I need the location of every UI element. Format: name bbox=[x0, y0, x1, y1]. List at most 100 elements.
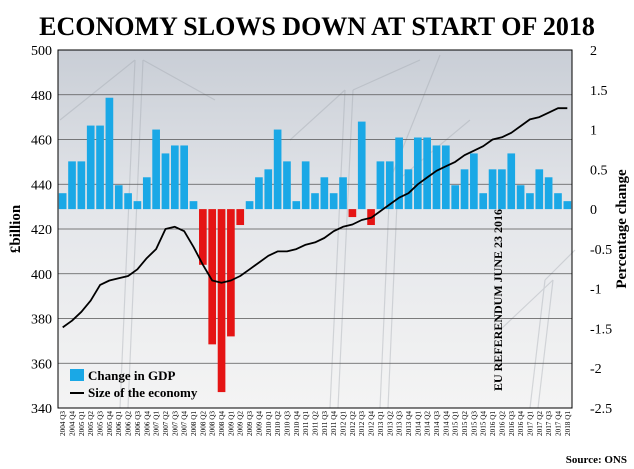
x-tick-label: 2016 Q4 bbox=[517, 411, 525, 436]
x-tick-label: 2011 Q4 bbox=[330, 411, 338, 436]
bar-2005-q4 bbox=[105, 97, 114, 210]
bar-2010-q1 bbox=[264, 169, 273, 210]
right-tick-label: 2 bbox=[590, 44, 597, 59]
x-tick-label: 2016 Q3 bbox=[508, 411, 516, 436]
x-tick-label: 2004 Q3 bbox=[59, 411, 67, 436]
right-axis: -2.5 -2 -1.5 -1 -0.5 0 0.5 1 1.5 2 bbox=[590, 44, 612, 417]
bar-2017-q4 bbox=[554, 193, 562, 210]
x-tick-label: 2010 Q3 bbox=[283, 411, 291, 436]
x-tick-label: 2011 Q3 bbox=[321, 411, 329, 436]
x-tick-label: 2009 Q1 bbox=[227, 411, 235, 436]
x-tick-label: 2016 Q1 bbox=[489, 411, 497, 436]
bar-2015-q2 bbox=[460, 169, 469, 210]
x-tick-label: 2007 Q4 bbox=[181, 411, 189, 436]
x-tick-label: 2009 Q4 bbox=[255, 411, 263, 436]
x-tick-label: 2013 Q1 bbox=[377, 411, 385, 436]
x-tick-label: 2005 Q2 bbox=[87, 411, 95, 436]
bar-2011-q4 bbox=[329, 193, 338, 210]
x-tick-label: 2005 Q4 bbox=[106, 411, 114, 436]
bar-2011-q2 bbox=[311, 193, 319, 210]
bar-2014-q1 bbox=[413, 137, 422, 210]
bar-2008-q1 bbox=[189, 201, 198, 210]
x-tick-label: 2015 Q1 bbox=[452, 411, 460, 436]
right-tick-label: 0.5 bbox=[590, 163, 608, 178]
x-tick-label: 2006 Q2 bbox=[125, 411, 133, 436]
bar-2012-q2 bbox=[348, 209, 357, 218]
left-axis-label: £billion bbox=[8, 204, 24, 253]
bar-2014-q4 bbox=[442, 145, 450, 210]
left-tick-label: 460 bbox=[31, 134, 52, 149]
right-tick-label: 1 bbox=[590, 124, 597, 139]
x-axis: 2004 Q3 2004 Q4 2005 Q1 2005 Q2 2005 Q3 2005 … bbox=[59, 411, 572, 436]
bar-2005-q3 bbox=[96, 125, 104, 210]
bar-2012-q3 bbox=[357, 121, 366, 210]
bar-2008-q4 bbox=[217, 209, 226, 393]
bar-series-change-in-gdp bbox=[58, 97, 572, 393]
x-tick-label: 2012 Q4 bbox=[368, 411, 376, 436]
gdp-size-line bbox=[62, 107, 568, 329]
bar-2006-q4 bbox=[142, 177, 151, 210]
x-tick-label: 2013 Q2 bbox=[386, 411, 394, 436]
left-tick-label: 400 bbox=[31, 268, 52, 283]
left-axis: 340 360 380 400 420 440 460 480 500 bbox=[31, 44, 52, 417]
source-note: Source: ONS bbox=[566, 454, 627, 466]
x-tick-label: 2006 Q4 bbox=[143, 411, 151, 436]
x-tick-label: 2012 Q2 bbox=[349, 411, 357, 436]
left-tick-label: 480 bbox=[31, 89, 52, 104]
x-tick-label: 2012 Q1 bbox=[340, 411, 348, 436]
x-tick-label: 2007 Q1 bbox=[153, 411, 161, 436]
x-tick-label: 2017 Q3 bbox=[545, 411, 553, 436]
bar-2011-q1 bbox=[301, 161, 310, 210]
right-tick-label: -2 bbox=[590, 362, 602, 377]
legend-bar-swatch bbox=[70, 369, 84, 381]
left-tick-label: 340 bbox=[31, 402, 52, 417]
bar-2017-q3 bbox=[544, 177, 553, 210]
eu-referendum-annotation: EU REFERENDUM JUNE 23 2016 bbox=[491, 209, 505, 391]
bar-2005-q2 bbox=[86, 125, 95, 210]
right-tick-label: -1.5 bbox=[590, 322, 612, 337]
x-tick-label: 2010 Q1 bbox=[265, 411, 273, 436]
bar-2007-q3 bbox=[170, 145, 179, 210]
x-tick-label: 2007 Q2 bbox=[162, 411, 170, 436]
right-tick-label: 0 bbox=[590, 203, 597, 218]
plot-frame bbox=[57, 49, 573, 409]
bar-2013-q4 bbox=[404, 169, 413, 210]
x-tick-label: 2005 Q1 bbox=[78, 411, 86, 436]
x-tick-label: 2008 Q1 bbox=[190, 411, 198, 436]
bar-2004-q4 bbox=[68, 161, 76, 210]
legend: Change in GDP Size of the economy bbox=[70, 368, 198, 400]
bar-2005-q1 bbox=[77, 161, 86, 210]
x-tick-label: 2008 Q3 bbox=[209, 411, 217, 436]
left-tick-label: 380 bbox=[31, 313, 52, 328]
chart-title: ECONOMY SLOWS DOWN AT START OF 2018 bbox=[39, 12, 595, 41]
x-tick-label: 2014 Q1 bbox=[414, 411, 422, 436]
x-tick-label: 2013 Q3 bbox=[396, 411, 404, 436]
left-tick-label: 440 bbox=[31, 178, 52, 193]
x-tick-label: 2011 Q2 bbox=[312, 411, 320, 436]
line-series-size-of-economy bbox=[62, 107, 568, 329]
bar-2015-q3 bbox=[470, 153, 478, 210]
x-tick-label: 2010 Q4 bbox=[293, 411, 301, 436]
bar-2016-q3 bbox=[507, 153, 516, 210]
bar-2008-q2 bbox=[199, 209, 207, 265]
x-tick-label: 2017 Q1 bbox=[526, 411, 534, 436]
x-tick-label: 2014 Q2 bbox=[424, 411, 432, 436]
x-tick-label: 2009 Q3 bbox=[246, 411, 254, 436]
x-tick-label: 2007 Q3 bbox=[171, 411, 179, 436]
x-tick-label: 2012 Q3 bbox=[358, 411, 366, 436]
bar-2010-q4 bbox=[292, 201, 301, 210]
x-tick-label: 2015 Q3 bbox=[470, 411, 478, 436]
legend-bar-label: Change in GDP bbox=[88, 368, 175, 383]
x-tick-label: 2005 Q3 bbox=[97, 411, 105, 436]
bar-2010-q2 bbox=[273, 129, 282, 210]
x-tick-label: 2011 Q1 bbox=[302, 411, 310, 436]
bar-2017-q2 bbox=[535, 169, 544, 210]
right-tick-label: -0.5 bbox=[590, 243, 612, 258]
left-tick-label: 420 bbox=[31, 223, 52, 238]
bar-2007-q1 bbox=[152, 129, 160, 210]
bar-2004-q3 bbox=[58, 193, 67, 210]
x-tick-label: 2004 Q4 bbox=[69, 411, 77, 436]
x-tick-label: 2015 Q2 bbox=[461, 411, 469, 436]
x-tick-label: 2016 Q2 bbox=[498, 411, 506, 436]
